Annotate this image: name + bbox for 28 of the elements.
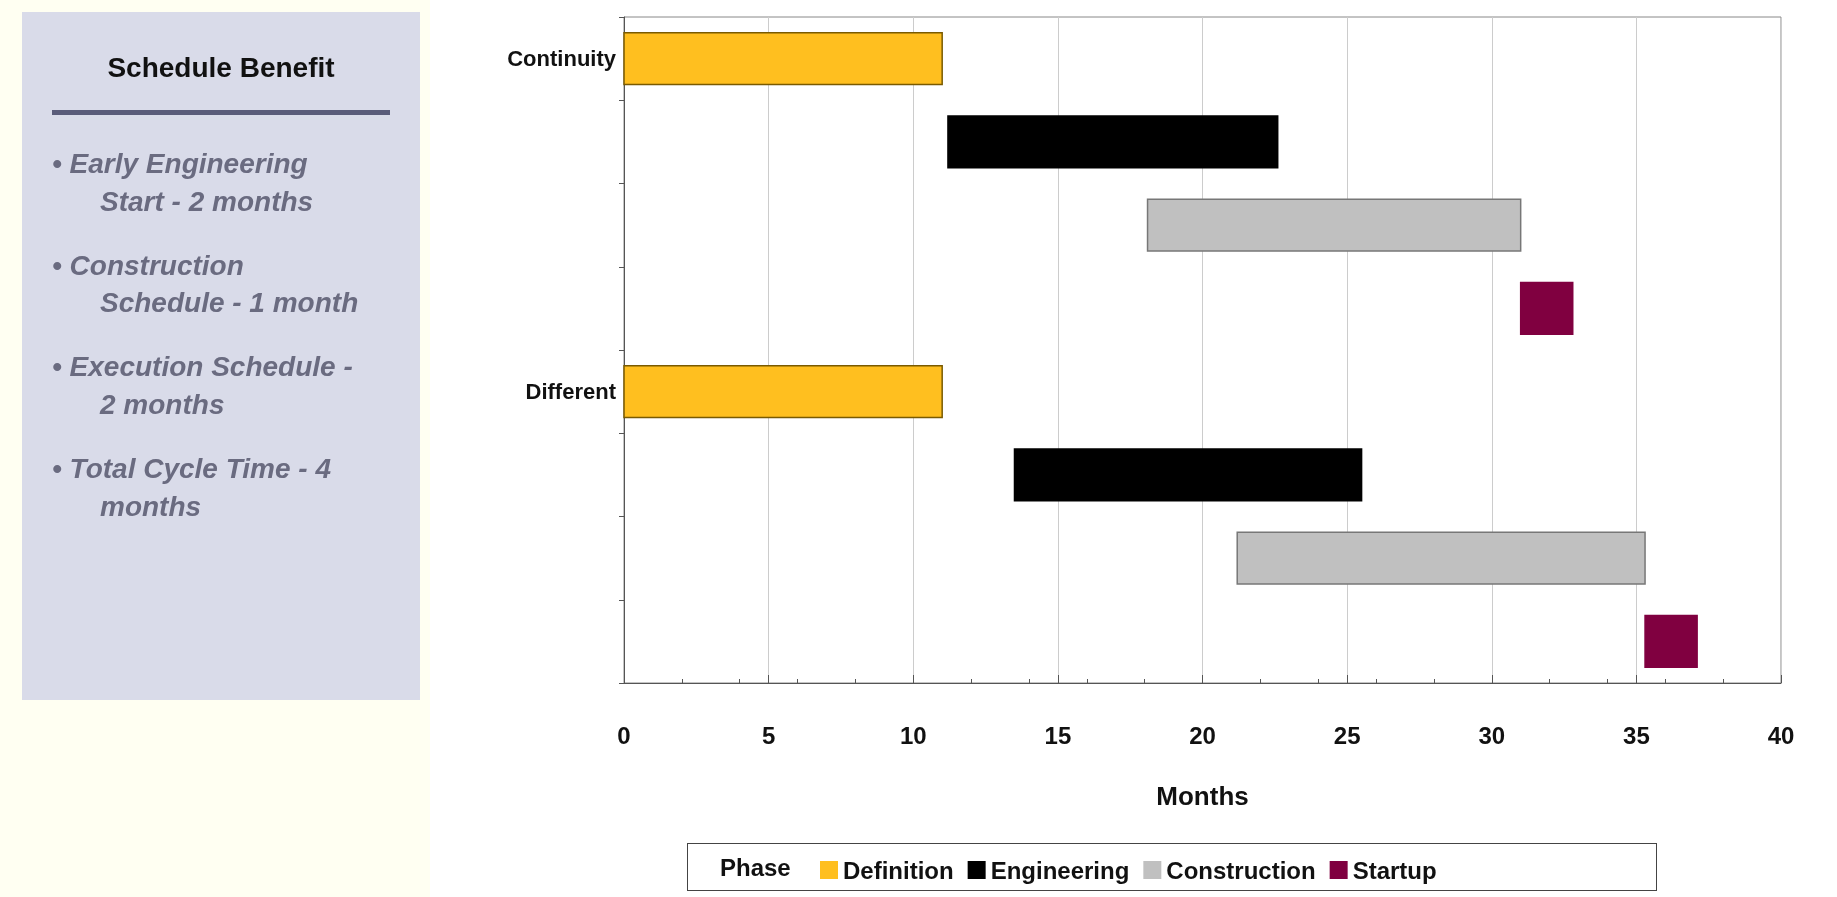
x-tick-label: 35 (1623, 721, 1650, 749)
legend-title: Phase (720, 854, 791, 882)
legend-label: Engineering (990, 856, 1130, 884)
text: • Early Engineering Start - 2 months (52, 147, 315, 219)
y-tick-label: Continuity (507, 46, 617, 72)
legend-label: Startup (1352, 856, 1437, 884)
bar (947, 115, 1279, 169)
text: • Total Cycle Time - 4 months (52, 451, 332, 524)
bar (1519, 281, 1574, 335)
x-tick-label: 40 (1767, 721, 1795, 749)
bar (623, 32, 943, 86)
y-tick-label: Different (525, 379, 617, 405)
x-tick-label: 5 (761, 721, 776, 749)
bar (623, 365, 943, 419)
text: • Construction Schedule - 1 month (52, 248, 360, 321)
x-tick-label: 30 (1478, 721, 1506, 749)
text: • Execution Schedule - 2 months (52, 350, 354, 422)
bar (1644, 614, 1698, 668)
x-tick-label: 15 (1044, 721, 1072, 749)
text: Schedule Benefit (106, 52, 336, 84)
x-tick-label: 25 (1333, 721, 1361, 749)
x-tick-label: 0 (617, 721, 631, 749)
x-tick-label: 10 (899, 721, 927, 749)
x-tick-label: 20 (1189, 721, 1216, 749)
legend-label: Construction (1166, 856, 1316, 884)
legend-label: Definition (843, 856, 954, 884)
x-axis-title: Months (1156, 781, 1249, 811)
bar (1013, 448, 1363, 502)
